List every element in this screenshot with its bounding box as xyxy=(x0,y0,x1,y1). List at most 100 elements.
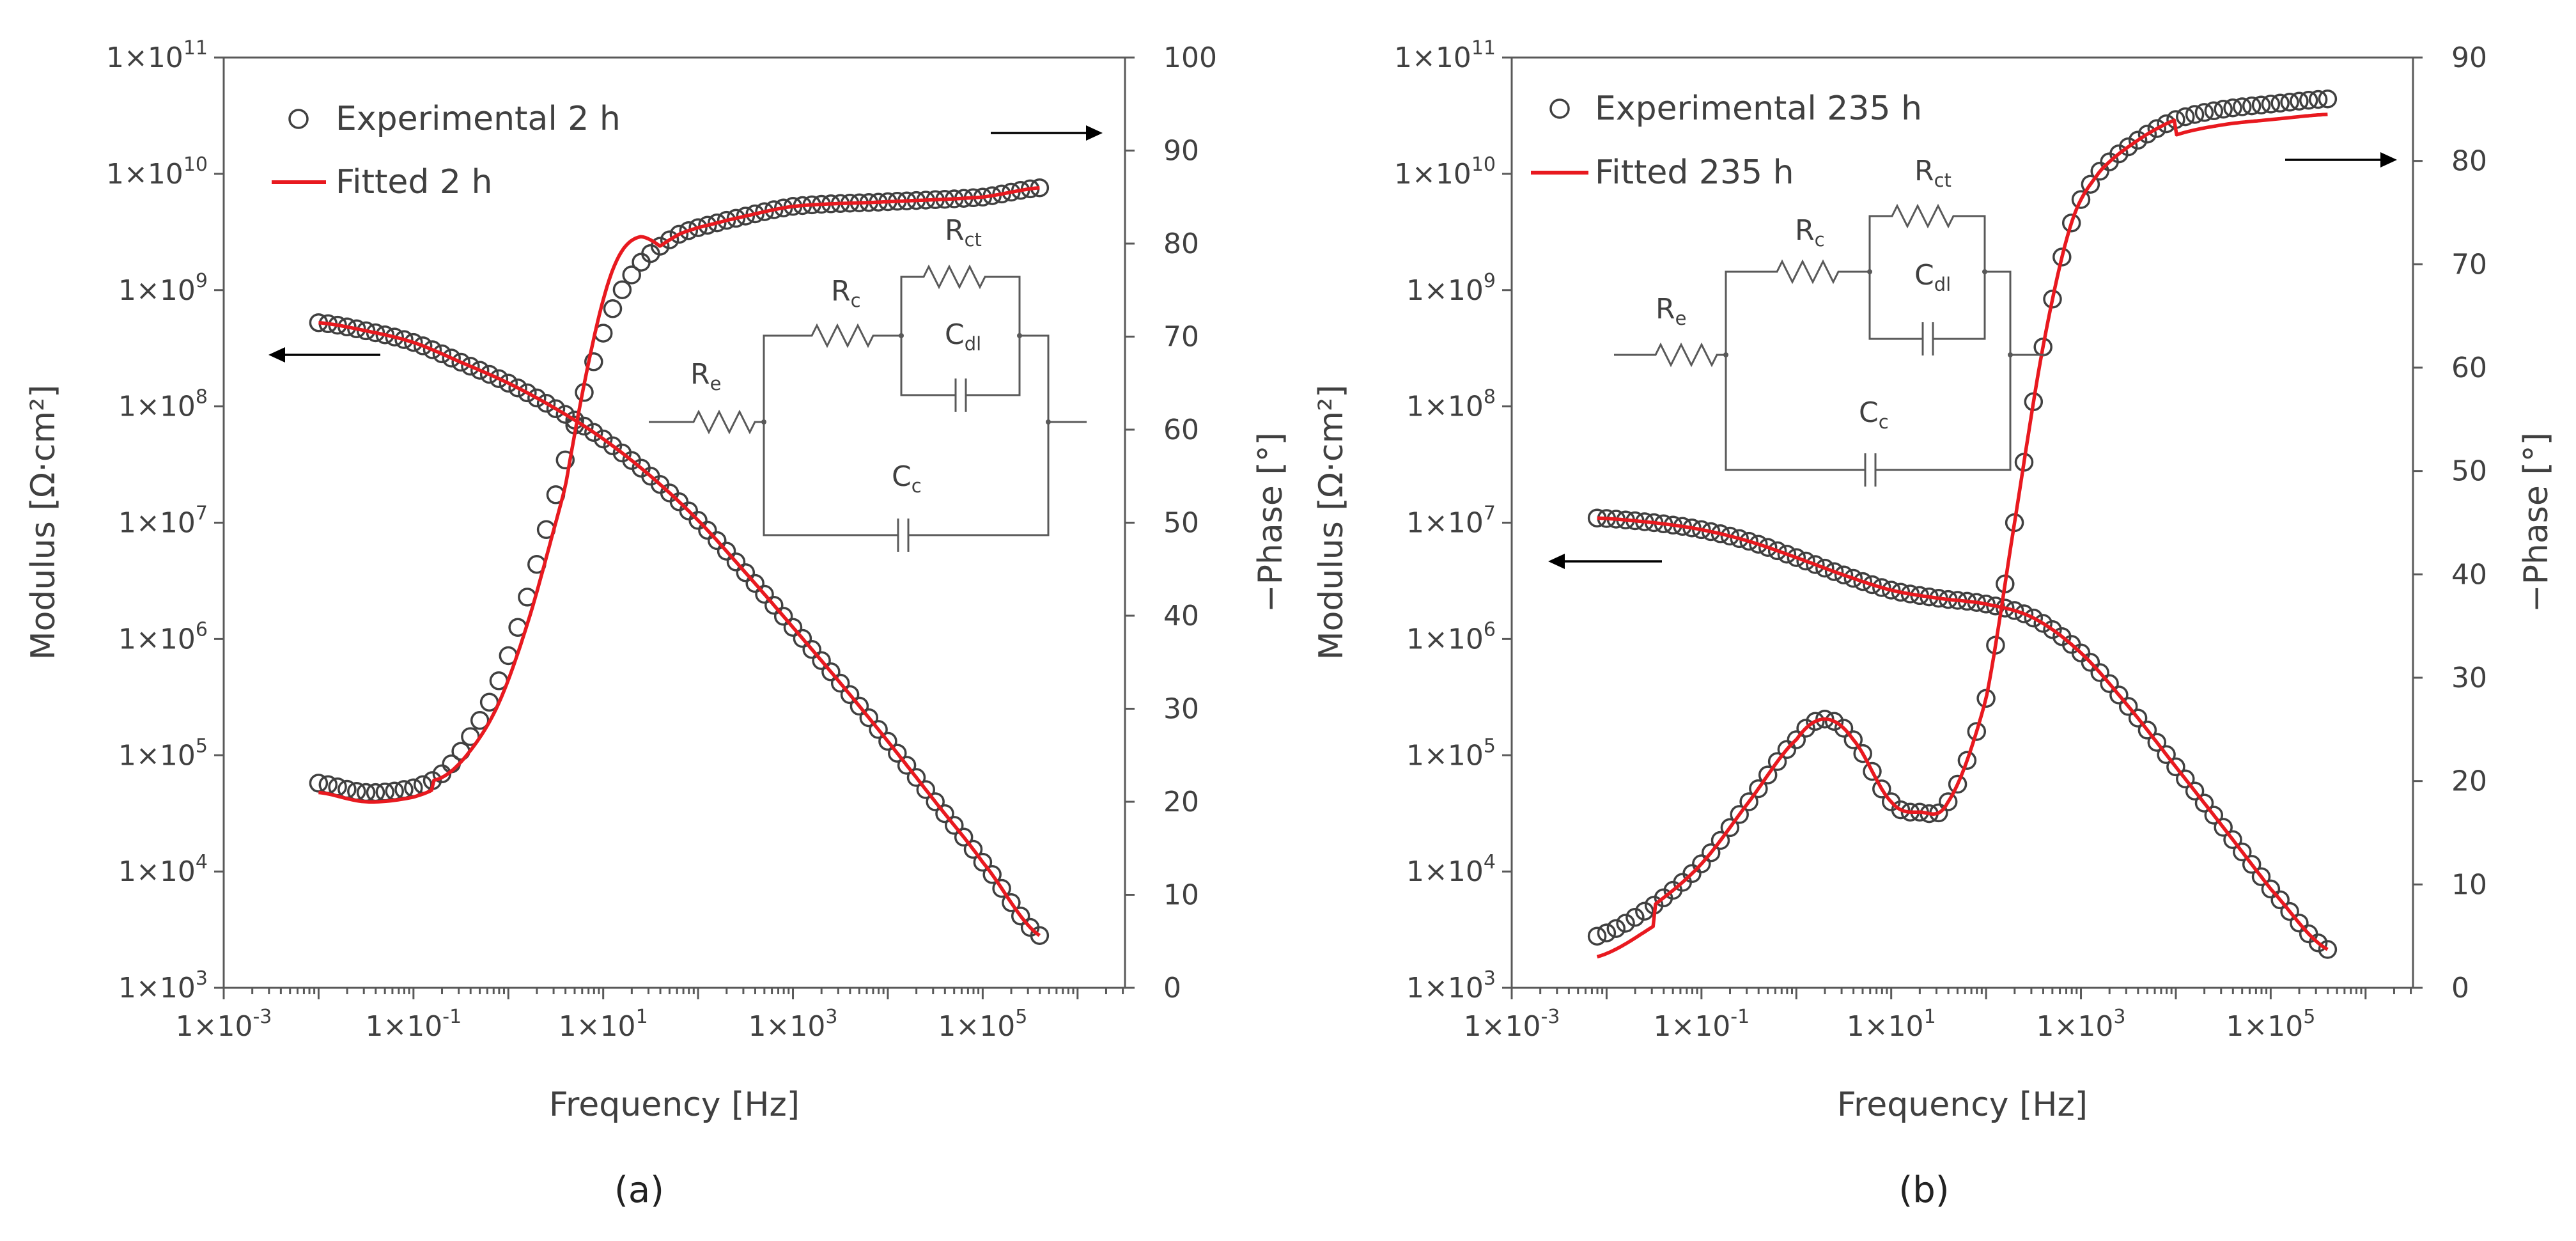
experimental-phase-point xyxy=(688,218,708,237)
experimental-phase-point xyxy=(1843,730,1863,749)
y-right-tick-label: 60 xyxy=(2451,352,2487,384)
experimental-modulus-point xyxy=(878,731,897,751)
x-tick-label: 1×101 xyxy=(559,1006,648,1043)
x-tick-label: 1×103 xyxy=(749,1006,838,1043)
experimental-modulus-point xyxy=(584,423,603,442)
legend-marker-experimental-b xyxy=(1549,98,1570,119)
experimental-modulus-point xyxy=(916,780,936,799)
experimental-phase-point xyxy=(2290,91,2309,111)
experimental-phase-point xyxy=(2061,213,2081,233)
experimental-modulus-point xyxy=(527,388,547,408)
experimental-modulus-point xyxy=(413,336,433,355)
experimental-modulus-point xyxy=(518,383,537,403)
x-tick-label: 1×105 xyxy=(2226,1006,2315,1043)
arrow-to-right-axis-a xyxy=(991,125,1103,141)
fitted-phase-line-b xyxy=(1596,113,2328,959)
experimental-modulus-point xyxy=(2100,674,2119,693)
y-left-axis-ticks-a: 1×103 1×104 1×105 1×106 1×107 1×108 1×109 1×101… xyxy=(106,37,224,1004)
experimental-modulus-point xyxy=(717,542,736,561)
panel-a: 1×10-3 1×10-1 1×101 1×103 1×105 1×1031×1041×… xyxy=(24,37,1290,1211)
experimental-phase-point xyxy=(2261,95,2281,114)
experimental-phase-point xyxy=(2081,175,2100,194)
experimental-phase-point xyxy=(1948,774,1967,794)
experimental-phase-point xyxy=(1824,712,1844,731)
y-left-tick-label: 1×108 xyxy=(1406,386,1496,423)
experimental-modulus-point xyxy=(830,673,850,693)
experimental-phase-point xyxy=(2204,101,2224,121)
y-right-tick-label: 20 xyxy=(1163,786,1199,818)
y-right-tick-label: 30 xyxy=(1163,693,1199,726)
experimental-modulus-point xyxy=(850,696,869,716)
experimental-modulus-point xyxy=(451,352,470,372)
experimental-modulus-point xyxy=(992,878,1011,898)
experimental-modulus-point xyxy=(2185,781,2205,800)
experimental-phase-point xyxy=(679,221,699,240)
experimental-phase-point xyxy=(1872,779,1891,799)
experimental-modulus-point xyxy=(1881,581,1901,600)
y-right-axis-title-b: −Phase [°] xyxy=(2517,432,2556,613)
experimental-modulus-point xyxy=(698,520,717,540)
experimental-modulus-point xyxy=(1739,531,1758,551)
y-left-axis-ticks-b: 1×103 1×104 1×105 1×106 1×107 1×108 1×109 1×101… xyxy=(1394,37,1512,1004)
y-right-tick-label: 10 xyxy=(1163,879,1199,912)
experimental-modulus-point xyxy=(2251,867,2271,886)
experimental-phase-point xyxy=(2251,95,2271,114)
experimental-phase-point xyxy=(1739,792,1758,811)
experimental-phase-point xyxy=(745,204,764,224)
experimental-phase-point xyxy=(2138,124,2157,144)
experimental-modulus-point xyxy=(479,364,499,384)
experimental-phase-point xyxy=(2194,103,2214,122)
experimental-modulus-point xyxy=(1767,541,1787,561)
experimental-modulus-point xyxy=(1711,524,1730,543)
experimental-phase-point xyxy=(1767,752,1787,771)
y-left-tick-label: 1×103 xyxy=(1406,967,1496,1004)
experimental-phase-point xyxy=(2128,130,2148,150)
experimental-phase-point xyxy=(669,224,689,244)
experimental-phase-point xyxy=(2147,119,2167,138)
x-axis-title-a: Frequency [Hz] xyxy=(549,1086,800,1124)
arrow-to-left-axis-b xyxy=(1548,554,1662,569)
experimental-modulus-point xyxy=(2242,855,2262,874)
y-right-axis-ticks-b: 0 10 20 30 40 50 60 70 80 90 xyxy=(2413,42,2487,1004)
experimental-modulus-point xyxy=(375,325,395,345)
y-left-tick-label: 1×107 xyxy=(1406,503,1496,540)
panel-label-a: (a) xyxy=(614,1169,664,1211)
experimental-phase-point xyxy=(650,237,670,256)
experimental-modulus-point xyxy=(593,429,613,449)
experimental-phase-point xyxy=(2185,105,2205,124)
experimental-phase-point xyxy=(2052,247,2072,267)
experimental-modulus-point xyxy=(555,405,575,424)
y-right-tick-label: 40 xyxy=(1163,600,1199,632)
experimental-modulus-point xyxy=(470,361,490,380)
experimental-modulus-point xyxy=(2109,685,2129,705)
y-right-tick-label: 10 xyxy=(2451,868,2487,901)
experimental-modulus-point xyxy=(973,852,993,872)
experimental-phase-point xyxy=(603,299,623,318)
experimental-phase-point xyxy=(1597,923,1617,942)
y-left-tick-label: 1×109 xyxy=(1406,270,1496,307)
experimental-phase-point xyxy=(1853,744,1872,763)
experimental-modulus-point xyxy=(963,839,983,859)
experimental-modulus-point xyxy=(2014,604,2034,623)
experimental-phase-point xyxy=(584,352,603,371)
experimental-modulus-point xyxy=(1749,535,1768,554)
experimental-modulus-point xyxy=(1843,568,1863,588)
y-left-tick-label: 1×106 xyxy=(118,618,208,655)
experimental-modulus-point xyxy=(2138,721,2157,740)
experimental-phase-point xyxy=(2090,162,2109,181)
experimental-phase-point xyxy=(1682,864,1702,884)
x-axis-ticks-a: 1×10-3 1×10-1 1×101 1×103 1×105 xyxy=(176,988,1124,1043)
y-right-tick-label: 90 xyxy=(1163,135,1199,168)
experimental-phase-point xyxy=(1787,730,1806,749)
experimental-modulus-point xyxy=(1853,572,1872,591)
y-right-tick-label: 80 xyxy=(2451,145,2487,178)
experimental-phase-point xyxy=(1777,740,1797,760)
y-right-tick-label: 20 xyxy=(2451,765,2487,798)
experimental-modulus-point xyxy=(423,340,442,359)
fitted-modulus-line-b xyxy=(1597,516,2329,951)
svg-text:Rct: Rct xyxy=(1914,155,1951,191)
experimental-phase-point xyxy=(1692,854,1711,873)
experimental-modulus-point xyxy=(888,744,907,763)
experimental-modulus-point xyxy=(945,816,964,835)
experimental-phase-point xyxy=(1758,765,1778,784)
